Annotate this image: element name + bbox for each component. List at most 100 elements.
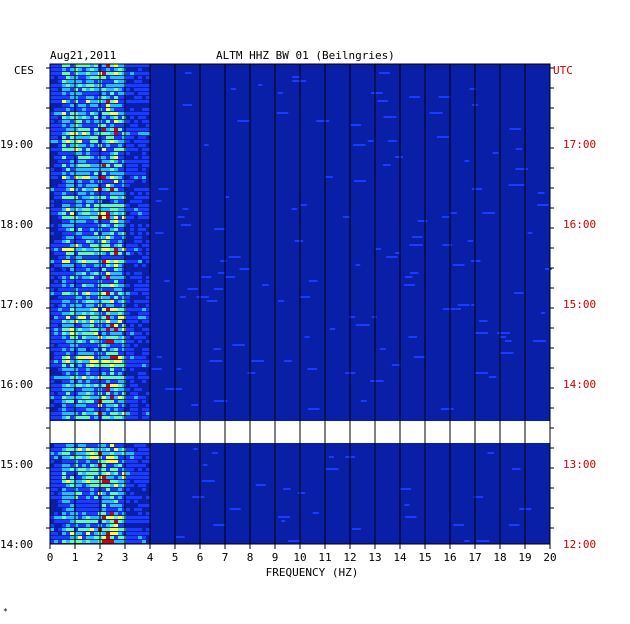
spectrogram-cell <box>110 384 114 387</box>
spectrogram-cell <box>122 172 126 175</box>
spectrogram-cell <box>142 376 146 379</box>
spectrogram-cell <box>78 200 82 203</box>
spectrogram-cell <box>90 444 94 447</box>
spectrogram-cell <box>130 328 134 331</box>
spectrogram-cell <box>74 196 78 199</box>
spectrogram-cell <box>86 492 90 495</box>
spectrogram-cell <box>328 456 334 458</box>
spectrogram-cell <box>114 304 118 307</box>
spectrogram-cell <box>449 212 457 214</box>
spectrogram-cell <box>106 540 110 543</box>
spectrogram-cell <box>114 68 118 71</box>
spectrogram-cell <box>122 512 126 515</box>
spectrogram-cell <box>58 284 62 287</box>
spectrogram-cell <box>134 496 138 499</box>
spectrogram-cell <box>70 412 74 415</box>
spectrogram-cell <box>134 356 138 359</box>
spectrogram-cell <box>110 144 114 147</box>
spectrogram-cell <box>62 232 66 235</box>
spectrogram-cell <box>146 516 150 519</box>
spectrogram-cell <box>78 148 82 151</box>
spectrogram-cell <box>114 496 118 499</box>
spectrogram-cell <box>82 476 86 479</box>
spectrogram-cell <box>94 368 98 371</box>
spectrogram-cell <box>508 524 520 526</box>
spectrogram-cell <box>78 336 82 339</box>
spectrogram-cell <box>122 164 126 167</box>
spectrogram-cell <box>146 352 150 355</box>
spectrogram-cell <box>473 496 484 498</box>
spectrogram-cell <box>90 456 94 459</box>
spectrogram-cell <box>142 532 146 535</box>
spectrogram-cell <box>78 172 82 175</box>
spectrogram-cell <box>138 276 142 279</box>
spectrogram-cell <box>50 492 54 495</box>
spectrogram-cell <box>82 472 86 475</box>
spectrogram-cell <box>146 480 150 483</box>
spectrogram-cell <box>78 532 82 535</box>
spectrogram-cell <box>62 488 66 491</box>
spectrogram-cell <box>126 540 130 543</box>
spectrogram-cell <box>86 216 90 219</box>
x-tick-label: 4 <box>147 551 154 564</box>
right-tick-label-3: 14:00 <box>563 378 597 391</box>
spectrogram-cell <box>74 528 78 531</box>
spectrogram-cell <box>94 100 98 103</box>
spectrogram-cell <box>114 528 118 531</box>
spectrogram-cell <box>50 332 54 335</box>
spectrogram-cell <box>94 480 98 483</box>
spectrogram-cell <box>118 140 122 143</box>
spectrogram-cell <box>58 472 62 475</box>
spectrogram-cell <box>66 108 70 111</box>
spectrogram-cell <box>90 192 94 195</box>
spectrogram-cell <box>62 172 66 175</box>
spectrogram-cell <box>102 292 106 295</box>
spectrogram-cell <box>78 300 82 303</box>
spectrogram-cell <box>239 268 250 270</box>
spectrogram-cell <box>134 128 138 131</box>
spectrogram-cell <box>50 320 54 323</box>
spectrogram-cell <box>134 264 138 267</box>
spectrogram-cell <box>142 300 146 303</box>
spectrogram-cell <box>126 412 130 415</box>
spectrogram-cell <box>122 76 126 79</box>
spectrogram-cell <box>78 224 82 227</box>
spectrogram-cell <box>70 208 74 211</box>
spectrogram-cell <box>82 456 86 459</box>
spectrogram-cell <box>94 184 98 187</box>
spectrogram-cell <box>58 484 62 487</box>
spectrogram-cell <box>126 360 130 363</box>
spectrogram-cell <box>50 88 54 91</box>
spectrogram-cell <box>50 244 54 247</box>
spectrogram-cell <box>146 364 150 367</box>
spectrogram-cell <box>102 520 106 523</box>
spectrogram-cell <box>70 104 74 107</box>
spectrogram-cell <box>54 100 58 103</box>
spectrogram-cell <box>94 132 98 135</box>
spectrogram-cell <box>497 332 510 334</box>
spectrogram-cell <box>134 240 138 243</box>
spectrogram-cell <box>142 288 146 291</box>
spectrogram-cell <box>66 304 70 307</box>
spectrogram-cell <box>58 352 62 355</box>
spectrogram-cell <box>62 292 66 295</box>
spectrogram-cell <box>130 292 134 295</box>
spectrogram-cell <box>50 268 54 271</box>
spectrogram-cell <box>50 340 54 343</box>
spectrogram-cell <box>114 104 118 107</box>
spectrogram-cell <box>130 484 134 487</box>
spectrogram-cell <box>94 136 98 139</box>
spectrogram-cell <box>102 300 106 303</box>
spectrogram-cell <box>118 532 122 535</box>
spectrogram-cell <box>78 204 82 207</box>
spectrogram-cell <box>90 212 94 215</box>
spectrogram-cell <box>142 136 146 139</box>
spectrogram-cell <box>106 136 110 139</box>
spectrogram-cell <box>138 464 142 467</box>
spectrogram-cell <box>78 444 82 447</box>
spectrogram-cell <box>70 384 74 387</box>
spectrogram-cell <box>134 300 138 303</box>
spectrogram-cell <box>66 388 70 391</box>
spectrogram-cell <box>78 364 82 367</box>
spectrogram-cell <box>78 104 82 107</box>
